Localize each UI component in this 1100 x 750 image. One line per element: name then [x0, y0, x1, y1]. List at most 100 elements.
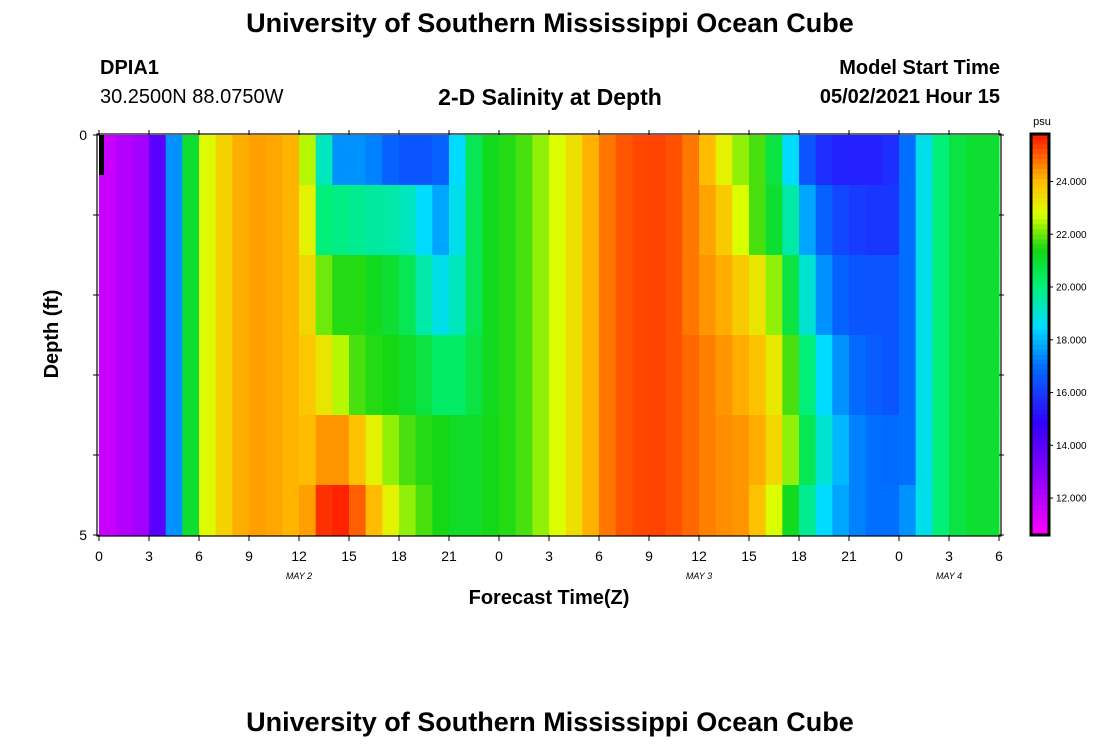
heatmap-cell	[432, 485, 450, 536]
heatmap-cell	[765, 185, 783, 256]
heatmap-cell	[399, 255, 417, 336]
heatmap-cell	[232, 335, 250, 416]
colorbar-segment	[1031, 329, 1049, 336]
heatmap-cell	[815, 135, 833, 186]
heatmap-cell	[882, 485, 900, 536]
heatmap-cell	[415, 185, 433, 256]
colorbar-segment	[1031, 139, 1049, 145]
colorbar-segment	[1031, 454, 1049, 461]
heatmap-cell	[132, 335, 150, 416]
heatmap-cell	[682, 135, 700, 186]
heatmap-cell	[532, 185, 550, 256]
model-start-value: 05/02/2021 Hour 15	[819, 86, 1000, 108]
colorbar-segment	[1031, 439, 1049, 446]
heatmap-cell	[682, 185, 700, 256]
x-tick-label: 12	[691, 548, 707, 564]
heatmap-cell	[582, 185, 600, 256]
colorbar-segment	[1031, 349, 1049, 356]
heatmap-cell	[165, 185, 183, 256]
heatmap-cell	[315, 335, 333, 416]
heatmap-cell	[949, 415, 967, 486]
colorbar-tick-label: 14.000	[1056, 441, 1087, 452]
heatmap-cell	[665, 335, 683, 416]
title-top: University of Southern Mississippi Ocean…	[246, 8, 854, 38]
x-tick-label: 9	[245, 548, 253, 564]
heatmap-cell	[882, 255, 900, 336]
heatmap-cell	[499, 135, 517, 186]
heatmap-cell	[482, 485, 500, 536]
heatmap-cell	[915, 255, 933, 336]
heatmap-cell	[482, 415, 500, 486]
heatmap-cell	[699, 255, 717, 336]
x-axis-label: Forecast Time(Z)	[469, 587, 630, 609]
heatmap-cell	[549, 415, 567, 486]
heatmap-cell	[449, 185, 467, 256]
heatmap-cell	[782, 415, 800, 486]
heatmap-cell	[299, 185, 317, 256]
heatmap-cell	[915, 485, 933, 536]
colorbar-segment	[1031, 399, 1049, 406]
colorbar-segment	[1031, 394, 1049, 401]
heatmap-cell	[315, 185, 333, 256]
heatmap-cell	[182, 135, 200, 186]
heatmap-cell	[715, 335, 733, 416]
y-axis: 05	[79, 127, 1004, 543]
colorbar-tick-label: 20.000	[1056, 283, 1087, 294]
heatmap-cell	[715, 415, 733, 486]
salinity-chart: 0 3 6 9 12 15 18 21 0 3 6 9 12 15 18 21 0 3 6 MAY 2 MAY 3 MAY…	[41, 116, 1087, 609]
heatmap-cell	[265, 335, 283, 416]
heatmap-cell	[332, 335, 350, 416]
heatmap-cell	[682, 255, 700, 336]
heatmap-cell	[799, 185, 817, 256]
heatmap-cell	[832, 335, 850, 416]
heatmap-cell	[982, 255, 1000, 336]
colorbar-segment	[1031, 309, 1049, 316]
heatmap-cell	[365, 415, 383, 486]
colorbar-segment	[1031, 134, 1049, 140]
heatmap-cell	[632, 415, 650, 486]
x-tick-label: 0	[895, 548, 903, 564]
heatmap-cell	[582, 135, 600, 186]
heatmap-cell	[199, 485, 217, 536]
heatmap-cell	[282, 255, 300, 336]
heatmap-cell	[715, 485, 733, 536]
colorbar-segment	[1031, 409, 1049, 416]
colorbar-segment	[1031, 374, 1049, 381]
colorbar-segment	[1031, 274, 1049, 280]
heatmap-cell	[849, 185, 867, 256]
heatmap-cell	[915, 335, 933, 416]
heatmap-cell	[882, 415, 900, 486]
heatmap-cell	[349, 185, 367, 256]
heatmap-cell	[182, 485, 200, 536]
heatmap-cell	[399, 185, 417, 256]
x-tick-label: 21	[841, 548, 857, 564]
x-tick-label: 12	[291, 548, 307, 564]
heatmap-cell	[615, 335, 633, 416]
heatmap-cell	[649, 135, 667, 186]
heatmap-cell	[865, 135, 883, 186]
heatmap-cell	[115, 335, 133, 416]
heatmap-cell	[199, 415, 217, 486]
heatmap-cell	[815, 335, 833, 416]
colorbar-segment	[1031, 359, 1049, 366]
heatmap-cell	[732, 185, 750, 256]
heatmap-cell	[182, 335, 200, 416]
heatmap-cell	[715, 255, 733, 336]
colorbar-segment	[1031, 259, 1049, 265]
colorbar-segment	[1031, 149, 1049, 155]
heatmap-cell	[765, 415, 783, 486]
heatmap-cell	[799, 255, 817, 336]
heatmap-cell	[299, 255, 317, 336]
heatmap-cell	[649, 485, 667, 536]
heatmap-cell	[249, 415, 267, 486]
heatmap-cell	[332, 415, 350, 486]
colorbar-segment	[1031, 209, 1049, 215]
heatmap-cell	[549, 135, 567, 186]
colorbar-segment	[1031, 264, 1049, 270]
heatmap-cell	[915, 415, 933, 486]
heatmap-cell	[432, 185, 450, 256]
heatmap-cell	[482, 255, 500, 336]
heatmap-cell	[465, 485, 483, 536]
heatmap-cell	[215, 185, 233, 256]
heatmap-cell	[399, 485, 417, 536]
